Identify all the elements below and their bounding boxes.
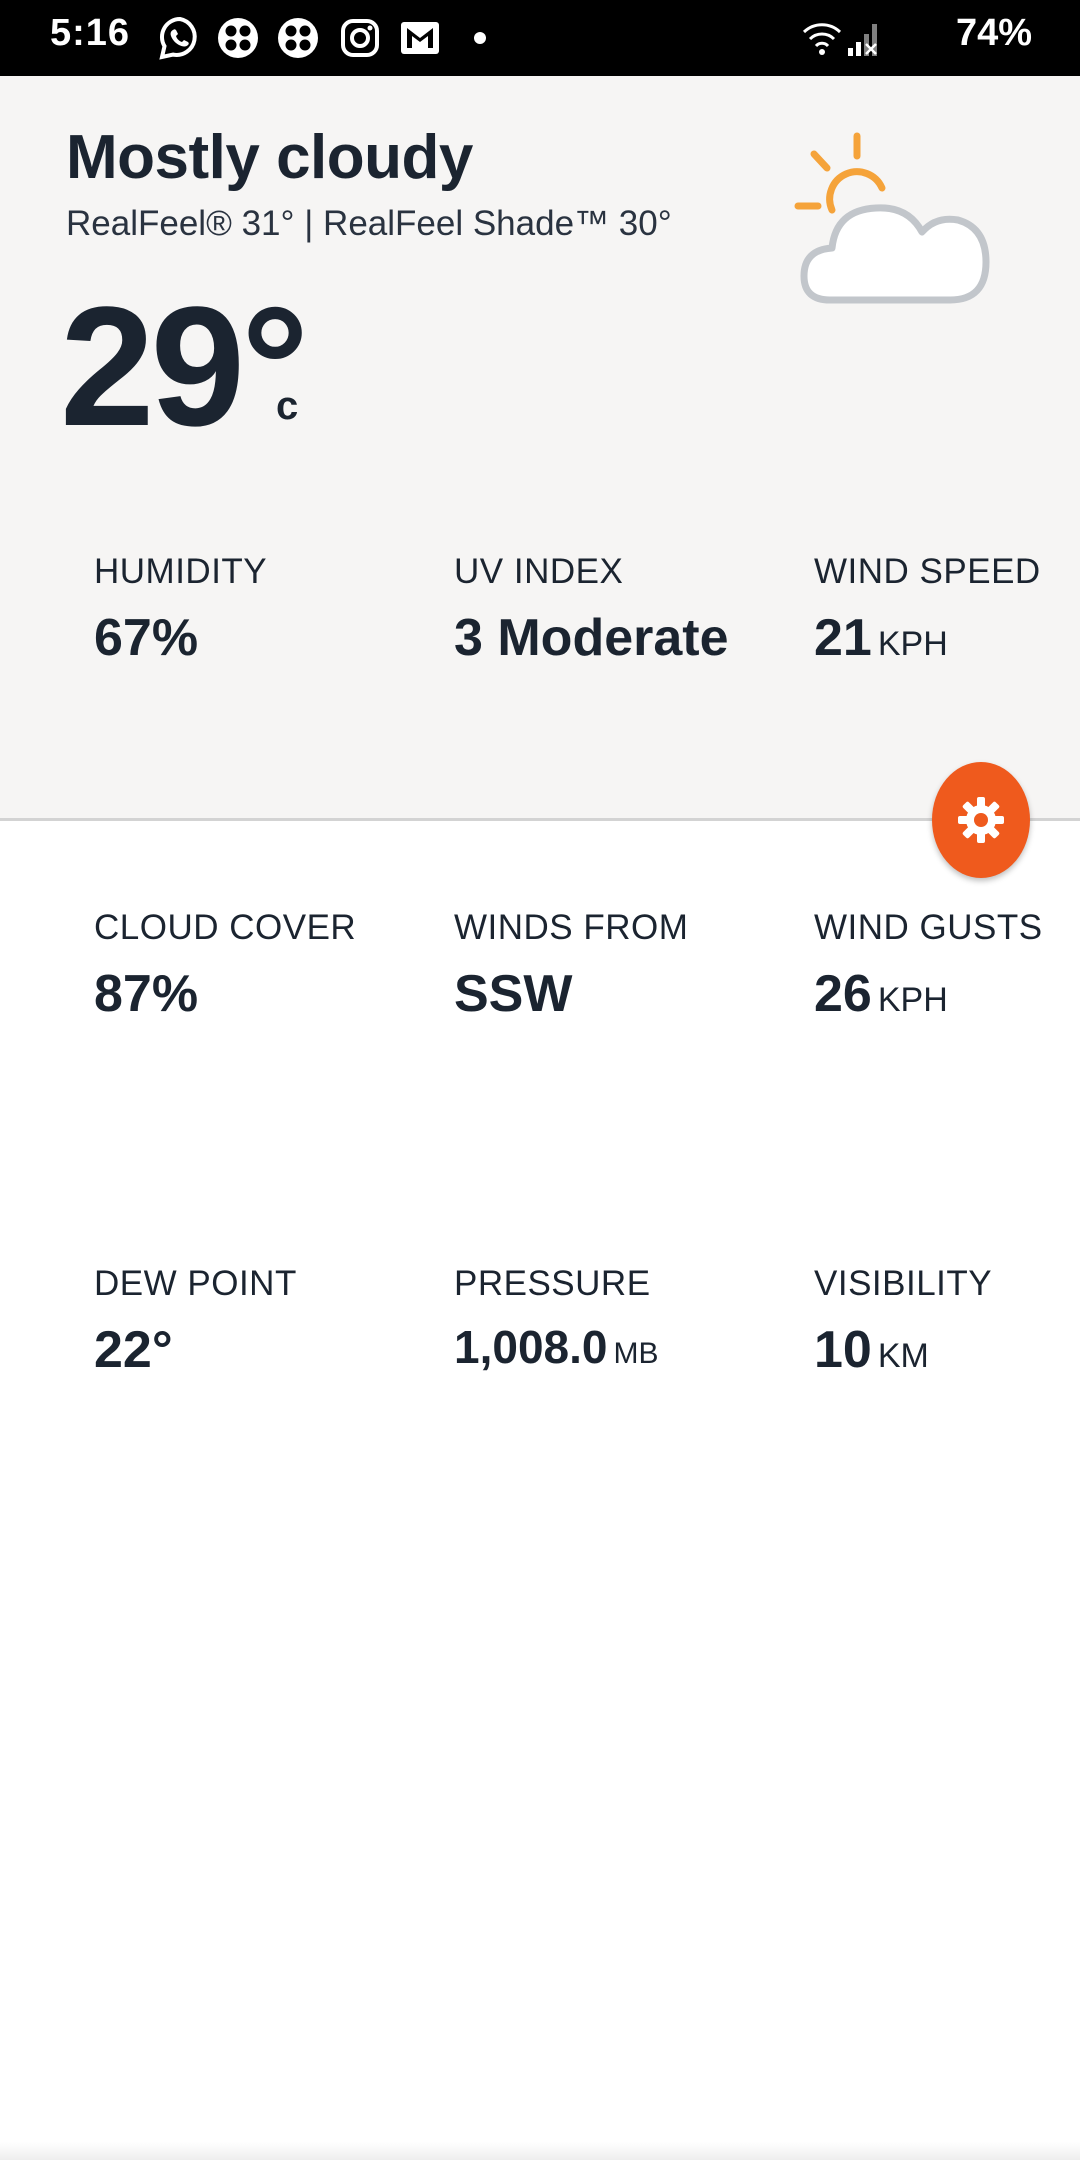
status-time: 5:16 bbox=[50, 12, 131, 54]
metric-wind-gusts: WIND GUSTS 26 KPH bbox=[814, 908, 1080, 1024]
app-grid-icon bbox=[218, 18, 258, 58]
value-unit: KM bbox=[877, 1337, 929, 1375]
value-text: 10 bbox=[814, 1321, 872, 1379]
metric-value: 10 KM bbox=[814, 1320, 1080, 1380]
settings-button[interactable] bbox=[932, 762, 1030, 878]
value-unit: KPH bbox=[877, 981, 948, 1019]
metric-value: SSW bbox=[454, 964, 784, 1024]
signal-icon bbox=[848, 24, 877, 56]
metric-uv-index: UV INDEX 3 Moderate bbox=[454, 552, 784, 668]
wifi-icon bbox=[802, 23, 842, 55]
metric-dew-point: DEW POINT 22° bbox=[94, 1264, 424, 1380]
metric-pressure: PRESSURE 1,008.0 MB bbox=[454, 1264, 784, 1374]
temperature-unit: c bbox=[276, 384, 299, 428]
panel-divider bbox=[0, 818, 1080, 821]
metric-value: 3 Moderate bbox=[454, 608, 784, 668]
metric-label: CLOUD COVER bbox=[94, 908, 357, 947]
status-bar: 5:16 bbox=[0, 0, 1080, 76]
metric-value: 21 KPH bbox=[814, 608, 1080, 668]
metric-value: 87% bbox=[94, 964, 424, 1024]
metric-humidity: HUMIDITY 67% bbox=[94, 552, 424, 668]
value-text: 67% bbox=[94, 609, 199, 667]
metric-label: WIND SPEED bbox=[814, 552, 1041, 591]
bottom-edge bbox=[0, 2142, 1080, 2160]
metric-label: UV INDEX bbox=[454, 552, 624, 591]
instagram-icon bbox=[341, 19, 379, 57]
whatsapp-icon bbox=[159, 16, 197, 60]
current-temperature: 29° bbox=[60, 272, 309, 462]
partly-cloudy-icon bbox=[794, 132, 990, 304]
gear-icon bbox=[958, 797, 1004, 843]
value-text: 21 bbox=[814, 609, 872, 667]
realfeel-text: RealFeel® 31° | RealFeel Shade™ 30° bbox=[66, 204, 672, 243]
dot-icon bbox=[474, 32, 486, 44]
value-text: 87% bbox=[94, 965, 199, 1023]
metric-label: DEW POINT bbox=[94, 1264, 297, 1303]
metric-value: 1,008.0 MB bbox=[454, 1320, 784, 1374]
metric-value: 22° bbox=[94, 1320, 424, 1380]
metric-label: WIND GUSTS bbox=[814, 908, 1043, 947]
metric-value: 26 KPH bbox=[814, 964, 1080, 1024]
gmail-icon bbox=[401, 22, 439, 54]
metric-visibility: VISIBILITY 10 KM bbox=[814, 1264, 1080, 1380]
metric-label: PRESSURE bbox=[454, 1264, 651, 1303]
battery-level: 74% bbox=[955, 12, 1032, 54]
value-text: SSW bbox=[454, 965, 573, 1023]
value-text: 22° bbox=[94, 1321, 173, 1379]
value-text: 26 bbox=[814, 965, 872, 1023]
weather-condition: Mostly cloudy bbox=[66, 123, 473, 192]
metric-wind-speed: WIND SPEED 21 KPH bbox=[814, 552, 1080, 668]
value-text: 1,008.0 bbox=[454, 1321, 608, 1373]
value-unit: MB bbox=[613, 1337, 659, 1370]
metric-label: HUMIDITY bbox=[94, 552, 268, 591]
current-conditions-panel bbox=[0, 76, 1080, 818]
metric-label: VISIBILITY bbox=[814, 1264, 993, 1303]
value-text: 3 Moderate bbox=[454, 609, 729, 667]
metric-label: WINDS FROM bbox=[454, 908, 689, 947]
metric-value: 67% bbox=[94, 608, 424, 668]
value-unit: KPH bbox=[877, 625, 948, 663]
metric-cloud-cover: CLOUD COVER 87% bbox=[94, 908, 424, 1024]
metric-winds-from: WINDS FROM SSW bbox=[454, 908, 784, 1024]
app-grid-icon bbox=[278, 18, 318, 58]
